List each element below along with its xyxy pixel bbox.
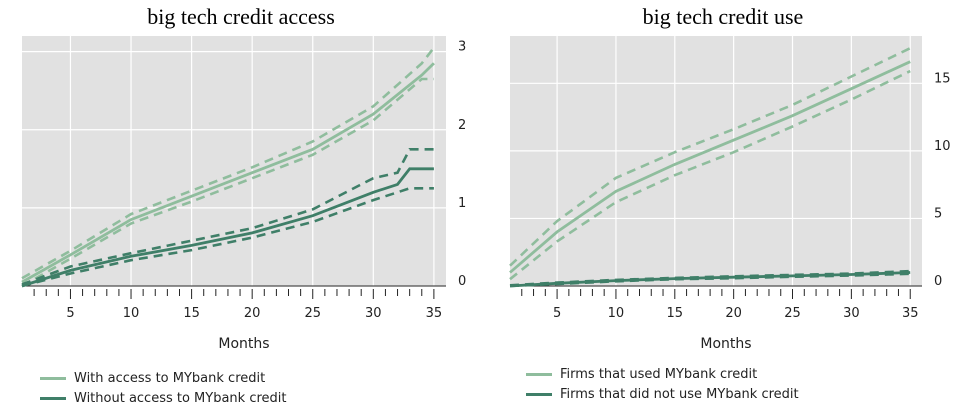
legend-label: Firms that used MYbank credit: [560, 366, 758, 382]
legend-item-with-access: With access to MYbank credit: [40, 368, 287, 388]
x-axis-title: Months: [218, 336, 269, 352]
x-tick-label: 5: [66, 306, 74, 321]
chart-svg-access: 5 10 15 20 25 30 35 0 1 2 3 Months: [21, 36, 466, 352]
x-tick-label: 15: [667, 306, 684, 321]
x-tick-label: 15: [183, 306, 200, 321]
legend-swatch-dark: [526, 392, 552, 396]
x-tick-label: 25: [304, 306, 321, 321]
series-0-ci-lower-line: [21, 77, 434, 288]
series-1-line: [509, 271, 911, 288]
series-1-ci-lower-line: [21, 187, 434, 288]
legend-label: With access to MYbank credit: [74, 370, 266, 386]
y-tick-label: 2: [458, 118, 466, 133]
legend-item-used: Firms that used MYbank credit: [526, 364, 799, 384]
y-tick-label: 0: [458, 274, 466, 289]
y-tick-label: 10: [934, 139, 951, 154]
legend-item-without-access: Without access to MYbank credit: [40, 388, 287, 408]
y-tick-label: 0: [934, 274, 942, 289]
series-1-ci-upper-line: [21, 148, 434, 286]
series-0-line: [509, 60, 911, 274]
series-0-line: [21, 62, 435, 284]
y-tick-label: 15: [934, 71, 951, 86]
legend-swatch-dark: [40, 396, 66, 400]
chart-title: big tech credit access: [147, 4, 335, 29]
chart-panel-right: big tech credit use 5 10 15 20 25 30 35 0 5 10 15 M…: [482, 0, 964, 414]
chart-panel-left: big tech credit access 5 10 15 20 25 30 35 0 1 2 3…: [21, 4, 466, 408]
x-tick-label: 25: [784, 306, 801, 321]
y-tick-label: 1: [458, 196, 466, 211]
legend-label: Firms that did not use MYbank credit: [560, 386, 799, 402]
legend-item-not-used: Firms that did not use MYbank credit: [526, 384, 799, 404]
x-tick-label: 10: [608, 306, 625, 321]
chart-title: big tech credit use: [642, 4, 804, 29]
x-tick-label: 5: [553, 306, 561, 321]
legend-swatch-light: [40, 376, 66, 380]
legend-label: Without access to MYbank credit: [74, 390, 287, 406]
x-axis-title: Months: [700, 336, 751, 352]
series-1-line: [21, 167, 434, 288]
series-0-ci-lower-line: [509, 69, 911, 281]
legend-swatch-light: [526, 372, 552, 376]
x-tick-label: 10: [123, 306, 140, 321]
legend: Firms that used MYbank credit Firms that…: [526, 364, 799, 404]
y-tick-label: 5: [934, 206, 942, 221]
x-tick-label: 35: [426, 306, 443, 321]
x-tick-label: 35: [902, 306, 919, 321]
y-tick-label: 3: [458, 40, 466, 55]
series-0-ci-upper-line: [21, 46, 435, 280]
legend: With access to MYbank credit Without acc…: [40, 368, 287, 408]
chart-svg-use: 5 10 15 20 25 30 35 0 5 10 15 Months: [509, 36, 951, 352]
plot-background: [22, 36, 446, 286]
x-tick-label: 20: [725, 306, 742, 321]
series-0-ci-upper-line: [509, 47, 911, 267]
x-tick-label: 20: [244, 306, 261, 321]
x-tick-label: 30: [843, 306, 860, 321]
plot-background: [510, 36, 922, 286]
x-tick-label: 30: [365, 306, 382, 321]
